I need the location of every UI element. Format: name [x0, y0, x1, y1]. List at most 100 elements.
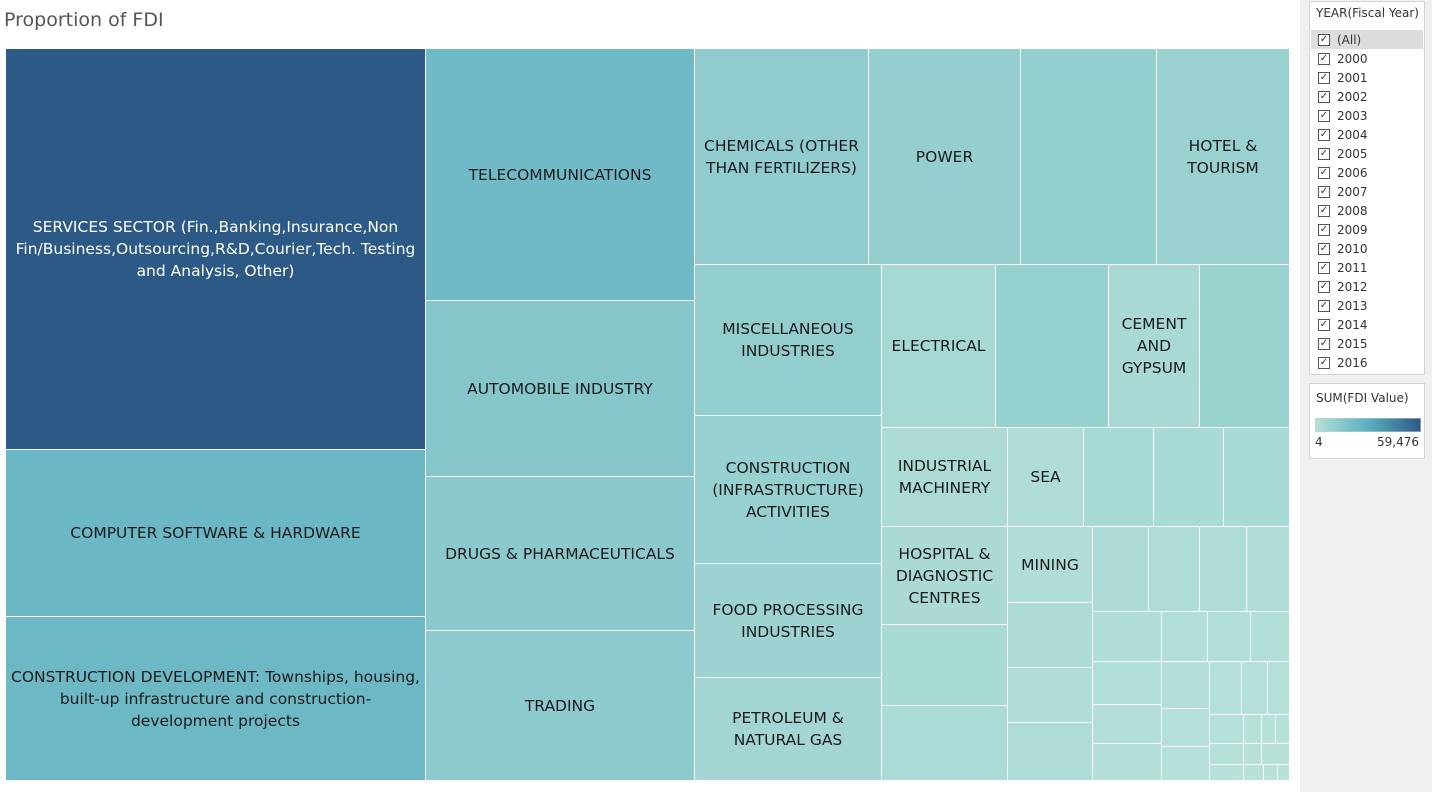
treemap-tile[interactable]	[1262, 744, 1290, 765]
year-filter-label: 2000	[1337, 51, 1368, 66]
year-filter-item[interactable]: ✓ 2015	[1311, 334, 1423, 353]
year-filter-item[interactable]: ✓ 2001	[1311, 68, 1423, 87]
year-filter-item[interactable]: ✓ 2004	[1311, 125, 1423, 144]
treemap-tile[interactable]: CHEMICALS (OTHER THAN FERTILIZERS)	[695, 49, 869, 265]
year-checkbox[interactable]: ✓	[1318, 356, 1330, 369]
year-filter-item[interactable]: ✓ (All)	[1311, 30, 1423, 49]
year-filter-item[interactable]: ✓ 2005	[1311, 144, 1423, 163]
treemap-tile[interactable]	[1162, 709, 1210, 747]
treemap-tile[interactable]	[1200, 527, 1247, 612]
treemap-tile[interactable]	[1154, 428, 1224, 527]
treemap-tile[interactable]	[1200, 265, 1290, 428]
treemap-tile[interactable]: MINING	[1008, 527, 1093, 603]
treemap-tile[interactable]: CONSTRUCTION DEVELOPMENT: Townships, hou…	[6, 617, 426, 781]
treemap-tile[interactable]: MISCELLANEOUS INDUSTRIES	[695, 265, 882, 416]
year-filter-item[interactable]: ✓ 2009	[1311, 220, 1423, 239]
treemap-tile[interactable]: DRUGS & PHARMACEUTICALS	[426, 477, 695, 631]
year-checkbox[interactable]: ✓	[1318, 223, 1330, 236]
treemap-tile[interactable]	[1262, 715, 1276, 744]
treemap-tile[interactable]: TELECOMMUNICATIONS	[426, 49, 695, 301]
treemap-tile[interactable]: HOTEL & TOURISM	[1157, 49, 1290, 265]
year-checkbox[interactable]: ✓	[1318, 166, 1330, 179]
treemap-tile[interactable]	[1268, 662, 1290, 715]
treemap-tile[interactable]: HOSPITAL & DIAGNOSTIC CENTRES	[882, 527, 1008, 625]
year-checkbox[interactable]: ✓	[1318, 204, 1330, 217]
treemap-tile[interactable]: FOOD PROCESSING INDUSTRIES	[695, 564, 882, 678]
treemap-tile[interactable]	[1251, 612, 1290, 662]
year-filter-item[interactable]: ✓ 2014	[1311, 315, 1423, 334]
treemap-tile[interactable]	[1244, 715, 1262, 744]
treemap-tile[interactable]: CONSTRUCTION (INFRASTRUCTURE) ACTIVITIES	[695, 416, 882, 564]
year-checkbox[interactable]: ✓	[1318, 280, 1330, 293]
treemap-tile[interactable]	[1093, 662, 1162, 705]
treemap-tile[interactable]: INDUSTRIAL MACHINERY	[882, 428, 1008, 527]
year-checkbox[interactable]: ✓	[1318, 90, 1330, 103]
treemap-tile[interactable]: AUTOMOBILE INDUSTRY	[426, 301, 695, 477]
year-checkbox[interactable]: ✓	[1318, 128, 1330, 141]
treemap-tile[interactable]	[1276, 715, 1290, 744]
year-filter-item[interactable]: ✓ 2013	[1311, 296, 1423, 315]
treemap-tile[interactable]: CEMENT AND GYPSUM	[1109, 265, 1200, 428]
treemap-tile-label: TELECOMMUNICATIONS	[468, 165, 652, 184]
year-filter-item[interactable]: ✓ 2016	[1311, 353, 1423, 372]
treemap-tile[interactable]	[1208, 612, 1251, 662]
treemap-tile[interactable]	[1247, 527, 1290, 612]
treemap-tile[interactable]	[1224, 428, 1290, 527]
treemap-tile[interactable]	[1210, 765, 1244, 781]
year-filter-item[interactable]: ✓ 2000	[1311, 49, 1423, 68]
treemap-tile[interactable]	[1210, 662, 1242, 715]
treemap-tile-label: INDUSTRIAL MACHINERY	[897, 457, 992, 497]
treemap-tile[interactable]	[1162, 662, 1210, 709]
year-filter-label: 2001	[1337, 70, 1368, 85]
year-filter-item[interactable]: ✓ 2008	[1311, 201, 1423, 220]
year-filter-item[interactable]: ✓ 2011	[1311, 258, 1423, 277]
treemap-tile[interactable]: SEA	[1008, 428, 1084, 527]
treemap-tile[interactable]	[1008, 668, 1093, 723]
treemap-tile[interactable]	[1093, 705, 1162, 744]
year-checkbox[interactable]: ✓	[1318, 109, 1330, 122]
treemap-tile[interactable]	[1008, 723, 1093, 781]
year-filter-item[interactable]: ✓ 2012	[1311, 277, 1423, 296]
treemap-tile[interactable]	[1162, 612, 1208, 662]
treemap-tile[interactable]	[1093, 744, 1162, 781]
year-filter-item[interactable]: ✓ 2006	[1311, 163, 1423, 182]
treemap-tile[interactable]	[1149, 527, 1200, 612]
treemap-tile[interactable]: POWER	[869, 49, 1021, 265]
year-filter-item[interactable]: ✓ 2007	[1311, 182, 1423, 201]
treemap-tile[interactable]	[1021, 49, 1157, 265]
treemap-tile[interactable]	[1278, 765, 1290, 781]
treemap-tile[interactable]	[1162, 747, 1210, 781]
treemap-tile[interactable]	[1244, 744, 1262, 765]
treemap-tile[interactable]	[1008, 603, 1093, 668]
treemap-tile[interactable]: COMPUTER SOFTWARE & HARDWARE	[6, 450, 426, 617]
treemap-tile[interactable]: ELECTRICAL	[882, 265, 996, 428]
year-filter-item[interactable]: ✓ 2010	[1311, 239, 1423, 258]
treemap-tile[interactable]: TRADING	[426, 631, 695, 781]
treemap-tile[interactable]	[1084, 428, 1154, 527]
year-checkbox[interactable]: ✓	[1318, 299, 1330, 312]
year-checkbox[interactable]: ✓	[1318, 337, 1330, 350]
year-checkbox[interactable]: ✓	[1318, 147, 1330, 160]
treemap-tile[interactable]: PETROLEUM & NATURAL GAS	[695, 678, 882, 781]
year-filter-item[interactable]: ✓ 2002	[1311, 87, 1423, 106]
year-checkbox[interactable]: ✓	[1318, 52, 1330, 65]
year-checkbox[interactable]: ✓	[1318, 242, 1330, 255]
treemap-tile[interactable]	[882, 706, 1008, 781]
year-checkbox[interactable]: ✓	[1318, 318, 1330, 331]
year-checkbox[interactable]: ✓	[1318, 261, 1330, 274]
treemap-tile[interactable]	[996, 265, 1109, 428]
treemap-tile[interactable]	[1093, 527, 1149, 612]
treemap-tile[interactable]	[1264, 765, 1278, 781]
chart-title: Proportion of FDI	[4, 9, 164, 31]
treemap-tile[interactable]	[882, 625, 1008, 706]
treemap-tile[interactable]	[1210, 744, 1244, 765]
treemap-tile[interactable]	[1242, 662, 1268, 715]
year-checkbox[interactable]: ✓	[1318, 33, 1330, 46]
treemap-tile[interactable]: SERVICES SECTOR (Fin.,Banking,Insurance,…	[6, 49, 426, 450]
year-checkbox[interactable]: ✓	[1318, 185, 1330, 198]
treemap-tile[interactable]	[1244, 765, 1264, 781]
treemap-tile[interactable]	[1093, 612, 1162, 662]
treemap-tile[interactable]	[1210, 715, 1244, 744]
year-filter-item[interactable]: ✓ 2003	[1311, 106, 1423, 125]
year-checkbox[interactable]: ✓	[1318, 71, 1330, 84]
